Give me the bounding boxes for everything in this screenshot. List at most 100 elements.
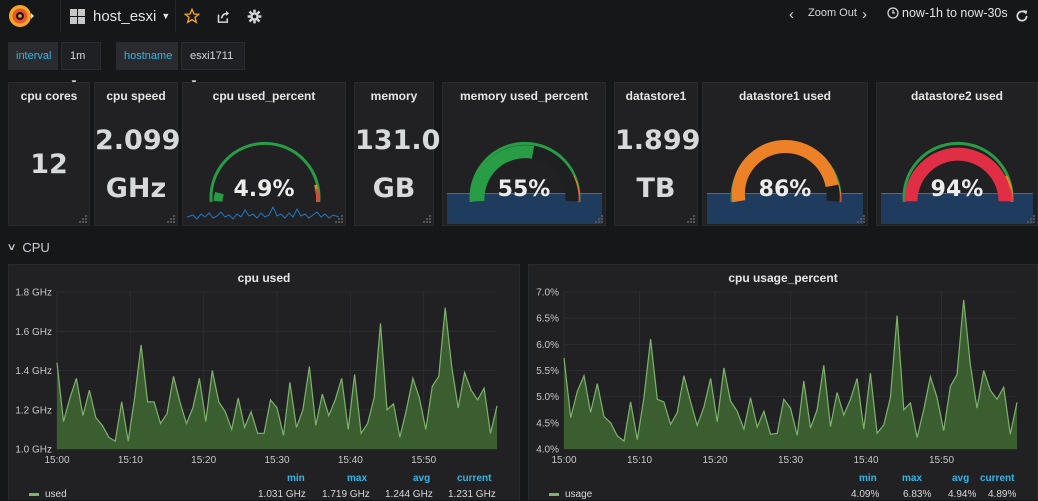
stat-value: 12 (30, 149, 68, 180)
series-area (57, 307, 497, 449)
legend-header-min: min (859, 473, 877, 484)
dashboard-picker[interactable]: host_esxi ▼ (70, 4, 170, 28)
variable-value: esxi1711 (190, 50, 234, 62)
variable-label-hostname: hostname (116, 42, 178, 70)
star-icon[interactable] (182, 6, 202, 26)
legend-series-usage[interactable]: usage (549, 489, 592, 500)
x-tick-label: 15:40 (853, 455, 878, 466)
series-area (564, 299, 1017, 449)
y-tick-label: 6.0% (536, 340, 559, 351)
row-toggle-cpu[interactable]: ∨ CPU (6, 240, 50, 255)
panel-cpu-used: cpu used 1.0 GHz 1.2 GHz 1.4 GHz 1.6 GHz 1.8… (8, 264, 520, 500)
gauge-value: 94% (930, 177, 984, 202)
clock-icon (887, 7, 899, 19)
legend-max: 6.83% (903, 489, 932, 500)
chevron-down-icon: ∨ (6, 242, 17, 253)
dashboard-grid-icon (70, 8, 85, 24)
stat-value: 131.0 (355, 125, 441, 156)
resize-handle-icon[interactable] (595, 215, 603, 223)
legend-header-avg: avg (952, 473, 970, 484)
legend-min: 1.031 GHz (258, 489, 306, 500)
panel-title: cpu used (237, 271, 291, 285)
x-tick-label: 15:30 (264, 455, 289, 466)
cpu-usage-percent-chart[interactable]: 4.0% 4.5% 5.0% 5.5% 6.0% 6.5% 7.0% 15:00 15:10 15… (529, 265, 1038, 501)
variable-label-interval: interval (8, 42, 58, 70)
legend-header-max: max (902, 473, 923, 484)
legend-swatch (549, 493, 559, 496)
x-tick-label: 15:00 (44, 455, 69, 466)
panel-title: datastore1 (625, 89, 687, 103)
panel-title: memory (370, 89, 418, 103)
panel-cpu-cores: cpu cores 12 (8, 82, 90, 226)
dashboard-title: host_esxi (93, 7, 157, 25)
legend-series-name: usage (565, 489, 593, 500)
legend-swatch (29, 493, 39, 496)
y-tick-label: 5.5% (536, 366, 559, 377)
variable-value: 1m (70, 50, 86, 62)
panel-title: memory used_percent (459, 89, 589, 103)
y-tick-label: 1.4 GHz (15, 366, 52, 377)
x-tick-label: 15:00 (551, 455, 576, 466)
caret-down-icon: ▼ (161, 11, 171, 21)
resize-handle-icon[interactable] (167, 215, 175, 223)
cpu-used-chart[interactable]: 1.0 GHz 1.2 GHz 1.4 GHz 1.6 GHz 1.8 GHz 15:00… (9, 265, 521, 501)
x-tick-label: 15:20 (191, 455, 216, 466)
x-tick-label: 15:20 (702, 455, 727, 466)
time-forward-icon[interactable]: › (862, 6, 867, 23)
stat-unit: TB (636, 173, 676, 204)
y-tick-label: 1.6 GHz (15, 327, 52, 338)
panel-cpu-usage-percent: cpu usage_percent 4.0% 4.5% 5.0% 5.5% 6.0% 6.… (528, 264, 1038, 500)
panel-datastore2-used: datastore2 used 94% (876, 82, 1038, 226)
variable-select-hostname[interactable]: esxi1711 ▼ (181, 42, 245, 87)
variable-select-interval[interactable]: 1m ▼ (61, 42, 101, 87)
y-tick-label: 6.5% (536, 314, 559, 325)
row-title: CPU (22, 240, 50, 255)
share-icon[interactable] (213, 6, 233, 26)
sparkline (186, 205, 340, 220)
x-tick-label: 15:10 (627, 455, 652, 466)
gauge-memory (469, 141, 581, 203)
panel-memory-used-percent: memory used_percent 55% (442, 82, 606, 226)
legend-min: 4.09% (851, 489, 880, 500)
stat-unit: GB (372, 173, 416, 204)
x-tick-label: 15:30 (778, 455, 803, 466)
panel-datastore1-used: datastore1 used 86% (702, 82, 868, 226)
panel-title: cpu cores (20, 89, 78, 103)
top-navbar: host_esxi ▼ ‹ Zoom Out › now-1h to now-3… (0, 0, 1038, 32)
gear-icon[interactable] (244, 6, 264, 26)
panel-title: cpu usage_percent (728, 271, 838, 285)
refresh-icon[interactable] (1012, 6, 1032, 26)
stat-value: 2.099 (95, 125, 181, 156)
time-back-icon[interactable]: ‹ (789, 6, 794, 23)
x-tick-label: 15:50 (929, 455, 954, 466)
legend-avg: 4.94% (948, 489, 977, 500)
panel-cpu-speed: cpu speed 2.099 GHz (94, 82, 181, 226)
grafana-logo-icon[interactable] (8, 3, 36, 29)
panel-title: cpu speed (106, 89, 166, 103)
resize-handle-icon[interactable] (79, 215, 87, 223)
stat-value: 1.899 (615, 125, 701, 156)
legend-series-name: used (45, 489, 67, 500)
series-line (563, 299, 1018, 443)
time-range-picker[interactable]: now-1h to now-30s (887, 6, 1008, 20)
panel-datastore1: datastore1 1.899 TB (614, 82, 701, 226)
resize-handle-icon[interactable] (423, 215, 431, 223)
time-range-label: now-1h to now-30s (902, 6, 1008, 20)
gauge-cpu (209, 141, 321, 203)
gauge-value: 4.9% (233, 177, 295, 202)
resize-handle-icon[interactable] (335, 215, 343, 223)
resize-handle-icon[interactable] (687, 215, 695, 223)
resize-handle-icon[interactable] (1027, 215, 1035, 223)
panel-memory: memory 131.0 GB (354, 82, 441, 226)
y-tick-label: 7.0% (536, 288, 559, 299)
x-tick-label: 15:10 (118, 455, 143, 466)
legend-series-used[interactable]: used (29, 489, 67, 500)
nav-separator (175, 0, 176, 32)
zoom-out-button[interactable]: Zoom Out (808, 7, 857, 19)
x-tick-label: 15:40 (338, 455, 363, 466)
gauge-value: 55% (497, 177, 551, 202)
panel-title: datastore1 used (738, 89, 832, 103)
panel-cpu-used-percent: cpu used_percent 4.9% (182, 82, 346, 226)
resize-handle-icon[interactable] (857, 215, 865, 223)
nav-separator (60, 0, 61, 32)
